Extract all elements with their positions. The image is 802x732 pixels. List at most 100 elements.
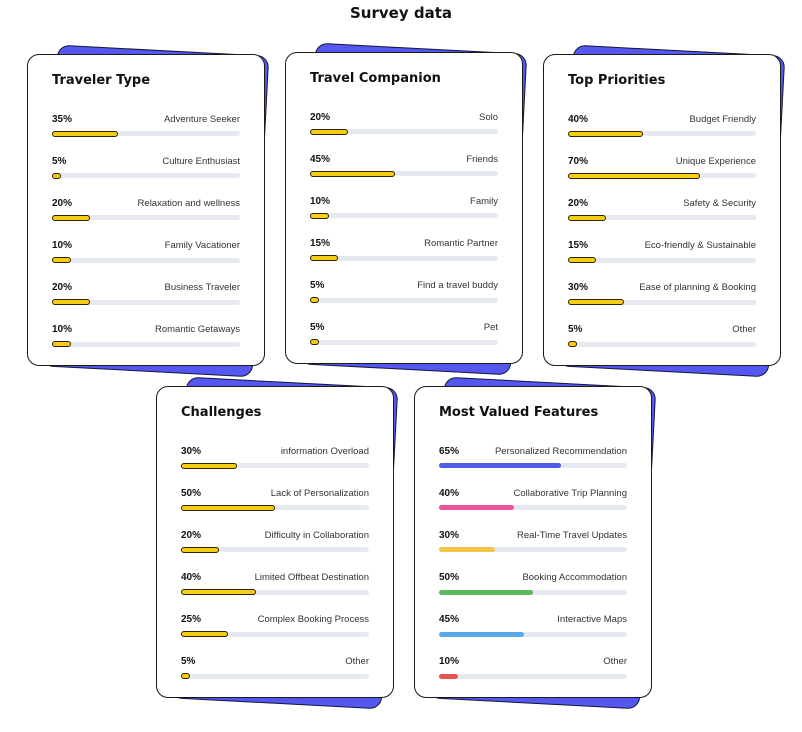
challenges-card-group: Challenges 30% information Overload 50% Lack… [156,376,399,710]
bar [568,257,597,264]
category-label: Difficulty in Collaboration [264,529,369,541]
bar-track [568,172,756,179]
bar [439,505,515,511]
travel-companion-card: Travel Companion 20% Solo 45% Friends 10% Fami… [285,52,523,364]
bar-header: 10% Family [310,193,498,209]
bar-track [439,463,627,468]
bar-header: 5% Other [568,322,756,338]
bar-track [568,341,756,348]
page-title: Survey data [350,4,452,22]
bar-header: 20% Solo [310,109,498,125]
chart-title: Traveler Type [52,73,151,88]
bar [568,299,625,306]
bar-track [310,297,498,304]
bar-row: 10% Family [310,193,498,235]
data-label: 65% [439,445,460,457]
bar-row: 30% Ease of planning & Booking [568,280,756,322]
category-label: Eco-friendly & Sustainable [644,240,756,252]
bar-track [52,130,240,137]
category-label: information Overload [280,445,369,457]
bar-track [439,673,627,679]
bar [310,339,320,346]
category-label: Business Traveler [164,282,240,294]
bar-header: 15% Romantic Partner [310,236,498,252]
bar-header: 40% Collaborative Trip Planning [439,485,627,501]
bar-track [439,589,627,595]
bar-row: 45% Interactive Maps [439,612,627,654]
bar-row: 5% Other [568,322,756,364]
bar-row: 20% Business Traveler [52,280,240,322]
data-label: 50% [439,572,460,584]
bar [310,170,395,177]
bar-header: 25% Complex Booking Process [181,612,369,628]
category-label: Other [603,656,627,668]
data-label: 5% [52,155,67,167]
bar-row: 70% Unique Experience [568,153,756,195]
data-label: 30% [439,529,460,541]
bar-row: 65% Personalized Recommendation [439,443,627,485]
data-label: 25% [181,614,202,626]
chart-title: Challenges [181,405,262,420]
data-label: 20% [52,197,73,209]
bar-row: 15% Eco-friendly & Sustainable [568,238,756,280]
bar [439,631,524,637]
data-label: 20% [52,282,73,294]
bar-header: 20% Business Traveler [52,280,240,296]
bar-header: 40% Limited Offbeat Destination [181,570,369,586]
data-label: 5% [181,656,196,668]
chart-title: Top Priorities [568,73,666,88]
bar [52,172,62,179]
bar [568,341,578,348]
bar-row: 50% Booking Accommodation [439,570,627,612]
bar-row: 40% Limited Offbeat Destination [181,570,369,612]
data-label: 15% [568,240,589,252]
category-label: Booking Accommodation [522,572,627,584]
category-label: Complex Booking Process [257,614,369,626]
bar-row: 10% Other [439,654,627,696]
data-label: 5% [310,280,325,292]
travel-companion-card-group: Travel Companion 20% Solo 45% Friends 10% Fami… [285,42,528,376]
traveler-type-card-group: Traveler Type 35% Adventure Seeker 5% Cultur… [27,44,270,378]
bar [310,212,329,219]
top-priorities-card-group: Top Priorities 40% Budget Friendly 70% Uniqu… [543,44,786,378]
bar-track [52,214,240,221]
chart-title: Most Valued Features [439,405,599,420]
data-label: 5% [310,322,325,334]
data-label: 10% [52,240,73,252]
bar [181,546,219,553]
category-label: Relaxation and wellness [137,197,240,209]
bar-header: 30% information Overload [181,443,369,459]
bar-row: 20% Solo [310,109,498,151]
bar-track [310,170,498,177]
category-label: Collaborative Trip Planning [513,487,627,499]
bar-row: 40% Collaborative Trip Planning [439,485,627,527]
bar-track [52,299,240,306]
category-label: Find a travel buddy [417,280,498,292]
bar-track [181,462,369,469]
bar-row: 5% Other [181,654,369,696]
category-label: Ease of planning & Booking [639,282,756,294]
bar-track [310,339,498,346]
category-label: Limited Offbeat Destination [254,572,369,584]
category-label: Family [470,195,498,207]
bar-row: 15% Romantic Partner [310,236,498,278]
data-label: 30% [568,282,589,294]
bar-header: 45% Interactive Maps [439,612,627,628]
bar-row: 5% Pet [310,320,498,362]
data-label: 40% [439,487,460,499]
bar-header: 65% Personalized Recommendation [439,443,627,459]
bar-track [181,546,369,553]
bar [52,257,71,264]
bar [310,128,348,135]
bar-track [439,547,627,553]
category-label: Solo [478,111,498,123]
data-label: 40% [181,572,202,584]
bar-track [568,214,756,221]
data-label: 40% [568,113,589,125]
bar-row: 30% information Overload [181,443,369,485]
category-label: Personalized Recommendation [494,445,627,457]
data-label: 70% [568,155,589,167]
data-label: 45% [310,153,331,165]
bar-header: 10% Other [439,654,627,670]
bar-track [310,255,498,262]
